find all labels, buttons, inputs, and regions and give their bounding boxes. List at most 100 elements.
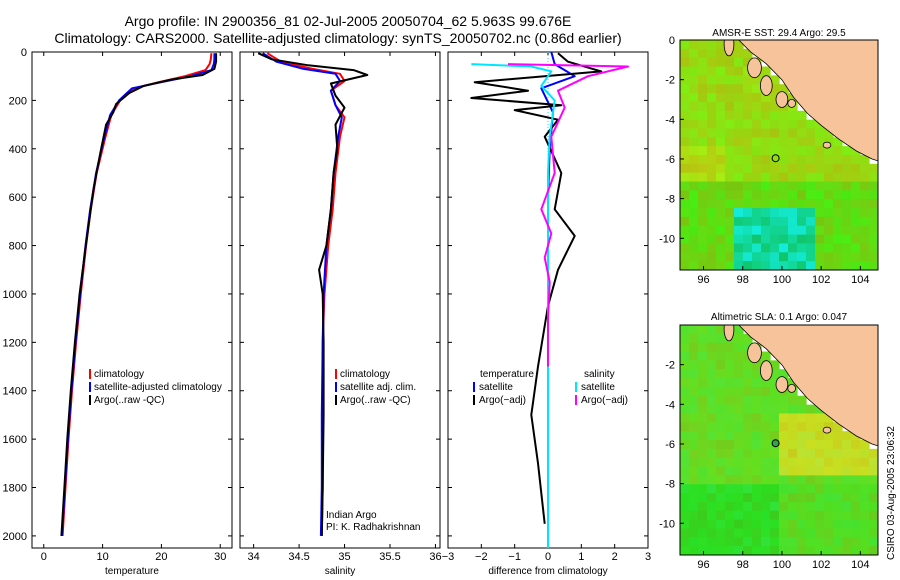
sst-field-cell: [680, 252, 690, 262]
sst-field-cell: [797, 128, 807, 138]
sst-xtick-label: 100: [773, 274, 791, 286]
sst-field-cell: [725, 190, 735, 200]
sst-field-cell: [689, 216, 699, 227]
sla-field-cell: [770, 457, 780, 468]
sst-field-cell: [716, 48, 726, 59]
sst-field-cell: [806, 199, 816, 209]
sst-field-cell: [734, 243, 744, 253]
sla-field-cell: [680, 448, 690, 459]
sst-field-cell: [734, 234, 744, 245]
sst-field-cell: [815, 208, 825, 218]
sla-field-cell: [698, 466, 708, 476]
sst-island: [759, 75, 773, 96]
sla-field-cell: [725, 395, 735, 406]
sla-field-cell: [860, 501, 870, 512]
sst-field-cell: [779, 234, 789, 245]
sst-field-cell: [680, 66, 690, 76]
sst-field-cell: [743, 57, 753, 68]
sla-field-cell: [788, 440, 798, 450]
sla-field-cell: [725, 448, 735, 459]
sla-field-cell: [788, 395, 798, 406]
sst-field-cell: [851, 190, 861, 200]
sla-field-cell: [761, 466, 771, 476]
sst-field-cell: [743, 84, 753, 94]
sla-field-cell: [698, 431, 708, 441]
sla-field-cell: [716, 378, 726, 388]
sst-argo-marker: [771, 154, 780, 163]
sla-field-cell: [734, 378, 744, 388]
sla-field-cell: [770, 510, 780, 521]
sla-field-cell: [770, 519, 780, 530]
salinity-legend-label: Argo(..raw -QC): [340, 395, 411, 406]
sst-field-cell: [869, 172, 878, 183]
sla-field-cell: [860, 493, 870, 503]
sla-field-cell: [788, 501, 798, 512]
sst-field-cell: [824, 128, 834, 138]
sla-field-cell: [707, 519, 717, 530]
sst-field-cell: [680, 155, 690, 165]
sst-field-cell: [734, 208, 744, 218]
sst-field-cell: [707, 128, 717, 138]
sst-field-cell: [797, 252, 807, 262]
sla-field-cell: [743, 457, 753, 468]
sla-field-cell: [680, 395, 690, 406]
sla-field-cell: [833, 448, 843, 459]
sla-field-cell: [833, 475, 843, 485]
sst-field-cell: [851, 155, 861, 165]
sla-field-cell: [761, 501, 771, 512]
sst-field-cell: [833, 146, 843, 156]
sst-field-cell: [716, 172, 726, 183]
sla-field-cell: [779, 404, 789, 415]
sla-field-cell: [743, 493, 753, 503]
sla-field-cell: [734, 537, 744, 547]
sla-field-cell: [689, 369, 699, 379]
sla-field-cell: [788, 484, 798, 494]
sst-field-cell: [743, 199, 753, 209]
sla-field-cell: [797, 484, 807, 494]
sla-field-cell: [869, 510, 878, 521]
sla-field-cell: [824, 537, 834, 547]
sst-field-cell: [689, 252, 699, 262]
sst-field-cell: [806, 234, 816, 245]
sla-field-cell: [815, 422, 825, 432]
sla-field-cell: [851, 457, 861, 468]
sst-field-cell: [815, 190, 825, 200]
sst-field-cell: [698, 163, 708, 174]
sla-field-cell: [698, 448, 708, 459]
sla-field-cell: [698, 501, 708, 512]
sla-field-cell: [698, 457, 708, 468]
sst-field-cell: [797, 199, 807, 209]
sst-field-cell: [860, 243, 870, 253]
sla-field-cell: [761, 395, 771, 406]
sla-field-cell: [842, 528, 852, 538]
sla-field-cell: [752, 360, 762, 370]
sla-field-cell: [761, 422, 771, 432]
sla-field-cell: [815, 519, 825, 530]
sst-field-cell: [770, 137, 780, 147]
sla-field-cell: [815, 537, 825, 547]
sla-field-cell: [725, 546, 735, 555]
sst-field-cell: [680, 172, 690, 183]
sla-field-cell: [707, 404, 717, 415]
sst-field-cell: [842, 163, 852, 174]
sst-field-cell: [815, 225, 825, 236]
sst-field-cell: [833, 181, 843, 191]
sst-field-cell: [743, 172, 753, 183]
sla-field-cell: [761, 386, 771, 397]
sst-field-cell: [788, 110, 798, 121]
difference-xtick-label: −2: [475, 551, 488, 563]
sst-field-cell: [698, 216, 708, 227]
sla-field-cell: [716, 325, 726, 335]
sst-field-cell: [680, 190, 690, 200]
sst-field-cell: [833, 261, 843, 270]
sst-field-cell: [752, 172, 762, 183]
sla-field-cell: [761, 378, 771, 388]
sla-field-cell: [806, 413, 816, 423]
sla-field-cell: [779, 369, 789, 379]
sst-field-cell: [824, 234, 834, 245]
sst-field-cell: [761, 93, 771, 103]
sla-field-cell: [833, 466, 843, 476]
sla-field-cell: [869, 448, 878, 459]
sla-field-cell: [788, 537, 798, 547]
sla-field-cell: [716, 360, 726, 370]
